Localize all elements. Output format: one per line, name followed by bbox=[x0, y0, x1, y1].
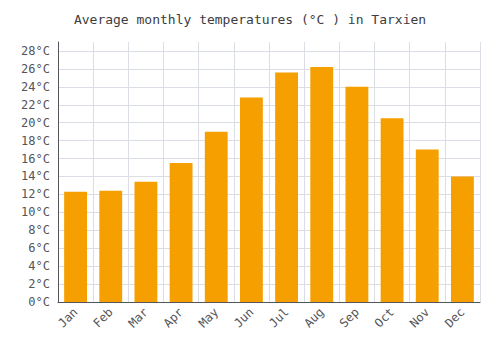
svg-text:22°C: 22°C bbox=[21, 98, 50, 112]
svg-text:Jul: Jul bbox=[266, 305, 291, 330]
svg-text:Jan: Jan bbox=[55, 305, 80, 330]
svg-text:4°C: 4°C bbox=[28, 259, 50, 273]
svg-text:16°C: 16°C bbox=[21, 152, 50, 166]
svg-text:12°C: 12°C bbox=[21, 187, 50, 201]
svg-text:Nov: Nov bbox=[407, 305, 432, 330]
svg-text:18°C: 18°C bbox=[21, 134, 50, 148]
svg-text:10°C: 10°C bbox=[21, 205, 50, 219]
svg-text:20°C: 20°C bbox=[21, 116, 50, 130]
svg-text:Dec: Dec bbox=[442, 305, 467, 330]
svg-text:May: May bbox=[196, 305, 221, 330]
svg-text:8°C: 8°C bbox=[28, 223, 50, 237]
svg-text:Oct: Oct bbox=[372, 305, 397, 330]
svg-text:Aug: Aug bbox=[301, 305, 326, 330]
svg-text:28°C: 28°C bbox=[21, 44, 50, 58]
svg-text:24°C: 24°C bbox=[21, 80, 50, 94]
svg-text:6°C: 6°C bbox=[28, 241, 50, 255]
svg-text:Apr: Apr bbox=[161, 305, 186, 330]
svg-text:26°C: 26°C bbox=[21, 62, 50, 76]
svg-text:14°C: 14°C bbox=[21, 169, 50, 183]
svg-text:Feb: Feb bbox=[90, 305, 115, 330]
svg-text:Mar: Mar bbox=[126, 305, 151, 330]
svg-text:Sep: Sep bbox=[337, 305, 362, 330]
svg-text:2°C: 2°C bbox=[28, 277, 50, 291]
svg-text:0°C: 0°C bbox=[28, 295, 50, 309]
svg-text:Average monthly temperatures (: Average monthly temperatures (°C ) in Ta… bbox=[74, 12, 426, 27]
svg-text:Jun: Jun bbox=[231, 305, 256, 330]
